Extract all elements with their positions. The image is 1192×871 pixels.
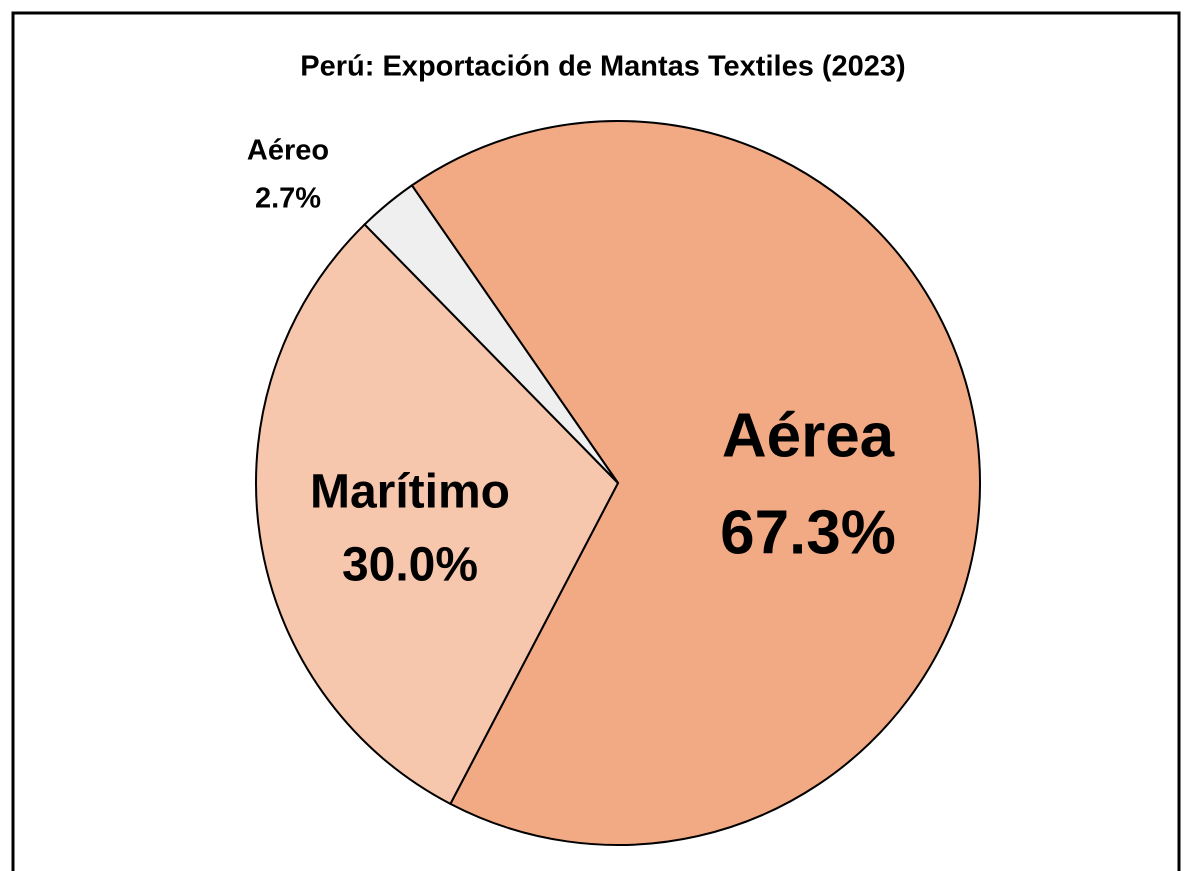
- pie-slice: [255, 223, 620, 806]
- slice-label: Marítimo: [310, 466, 510, 519]
- slice-label: Aérea: [722, 401, 895, 470]
- chart-title: Perú: Exportación de Mantas Textiles (20…: [300, 51, 905, 83]
- slice-value-label: 67.3%: [720, 498, 896, 567]
- slice-value-label: 2.7%: [255, 183, 321, 215]
- slice-label: Aéreo: [247, 135, 329, 167]
- slice-value-label: 30.0%: [342, 539, 478, 592]
- pie-slice: [410, 120, 981, 846]
- pie-slice: [363, 183, 619, 484]
